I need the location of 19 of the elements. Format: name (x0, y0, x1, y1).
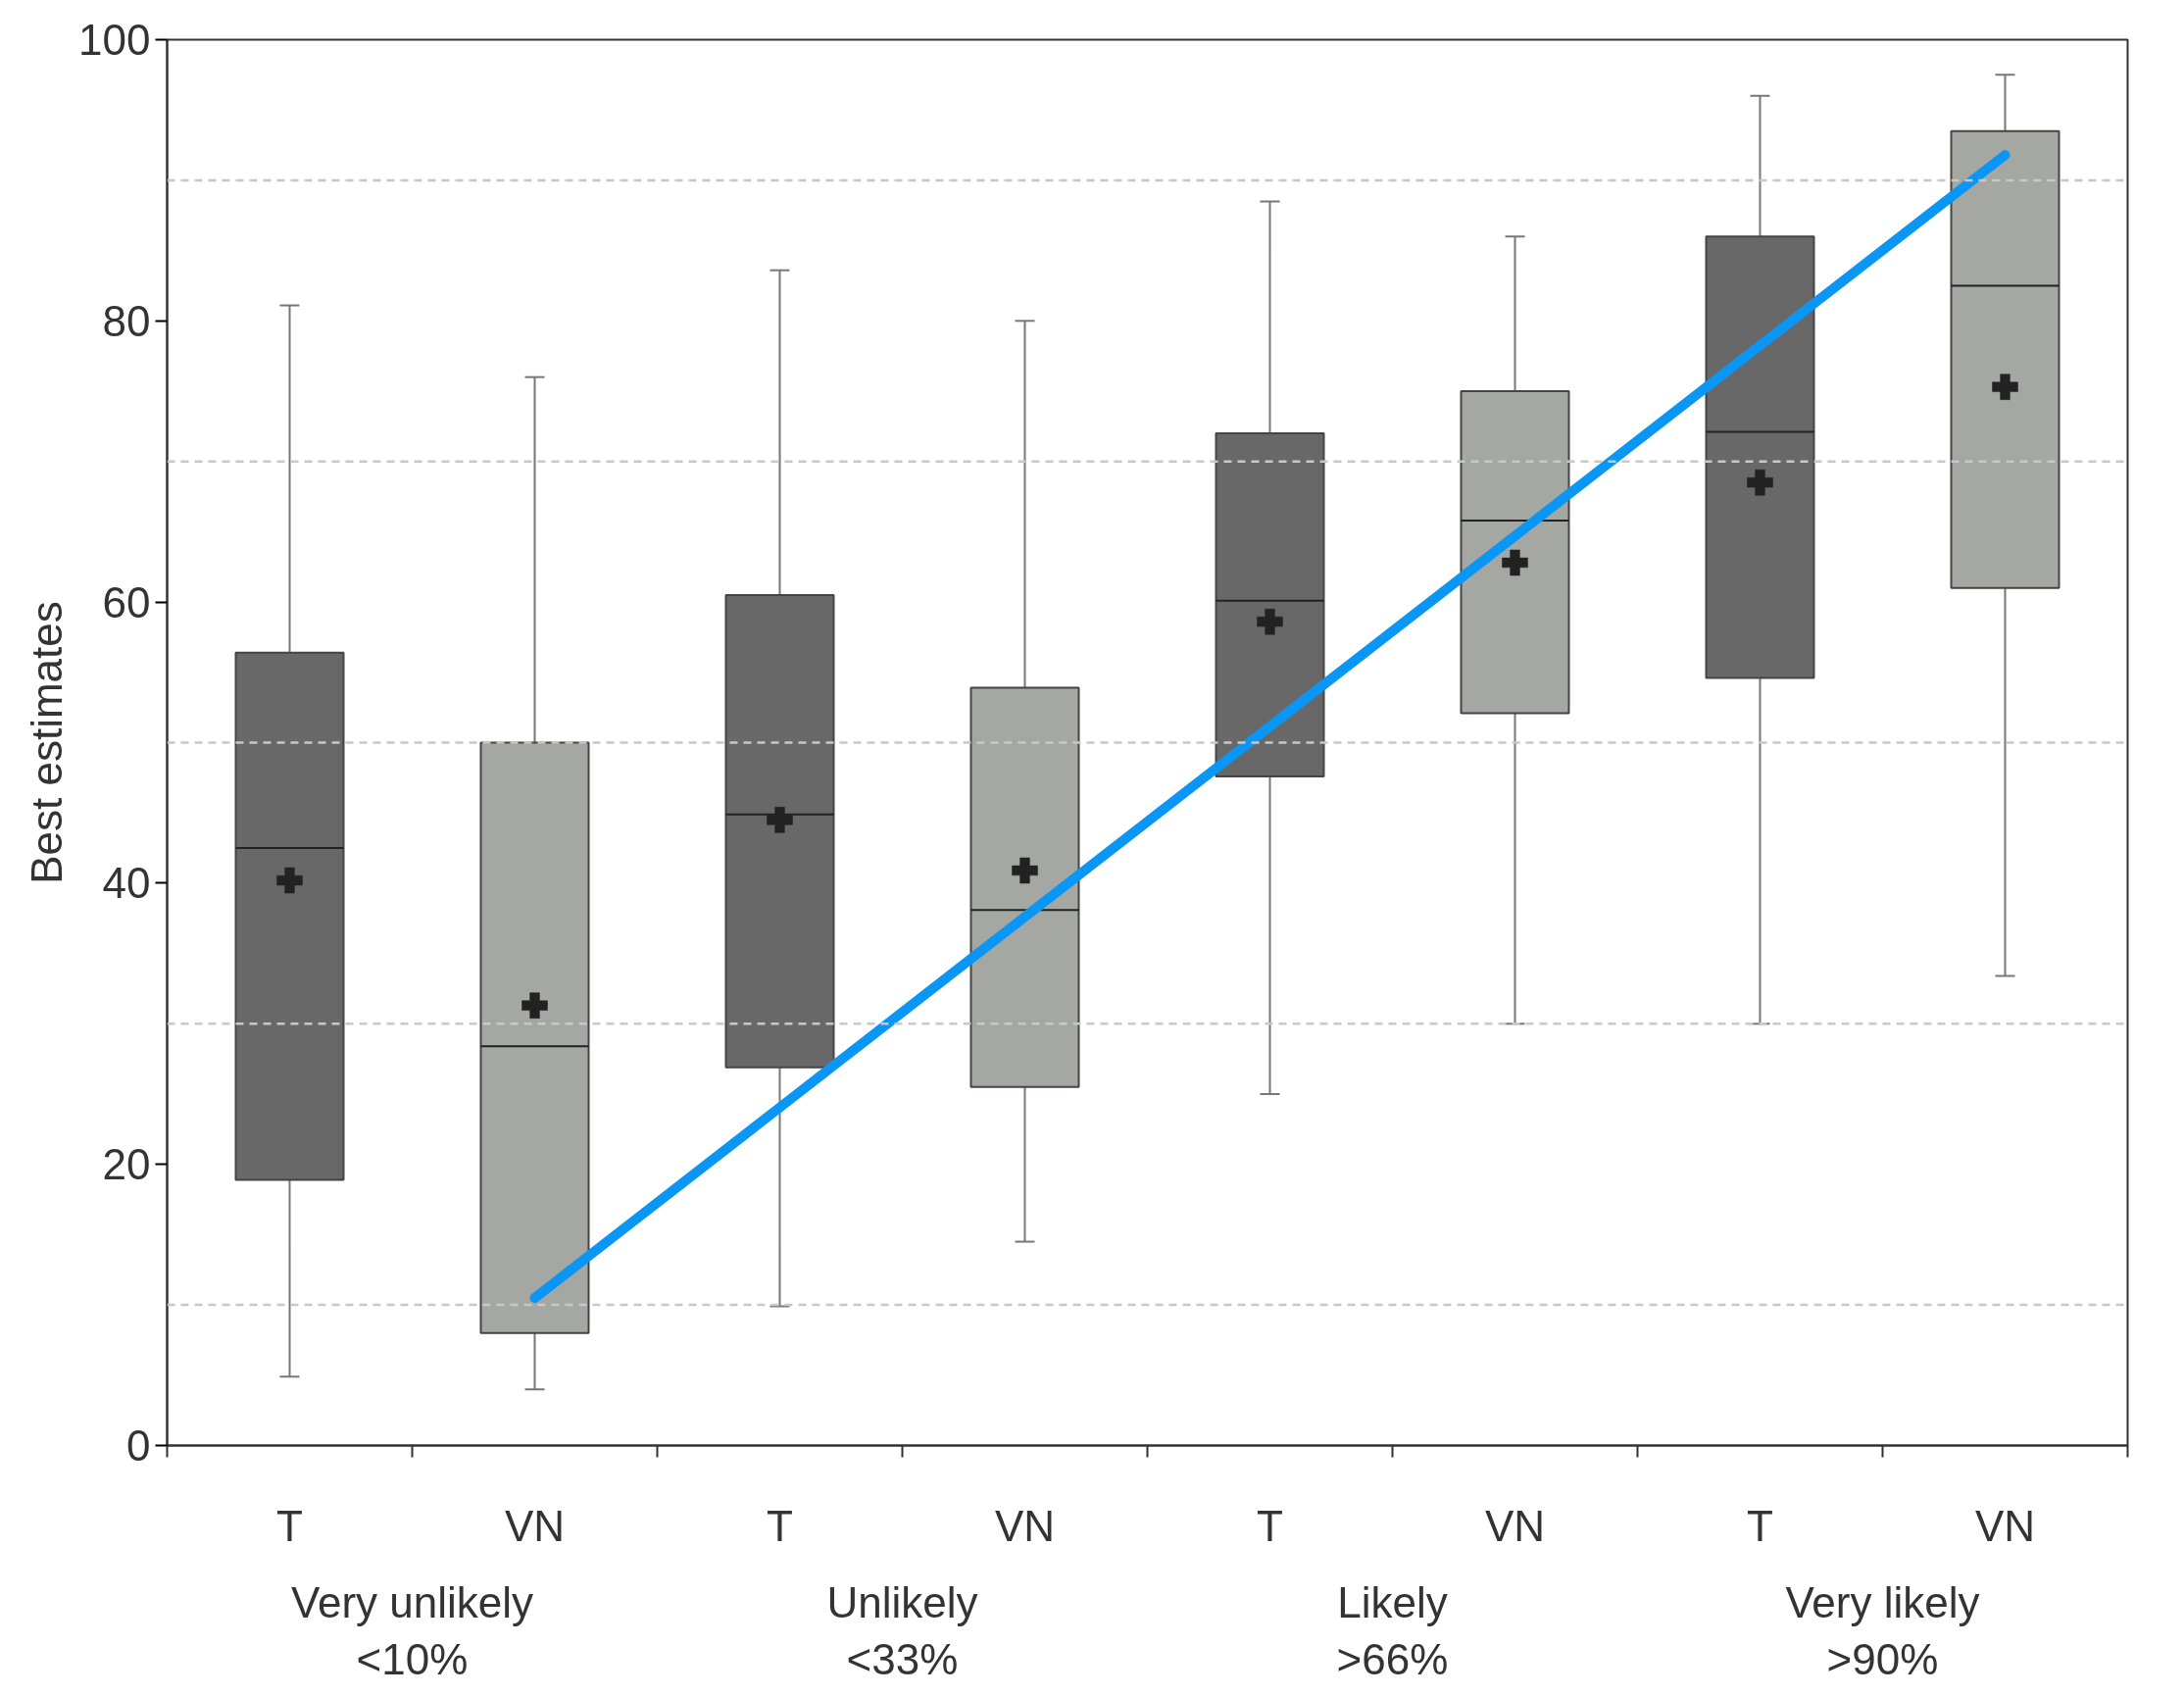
x-tick-label: T (276, 1501, 303, 1550)
x-tick-label: T (767, 1501, 793, 1550)
y-tick-label: 100 (78, 16, 151, 64)
y-tick-label: 20 (102, 1140, 151, 1189)
text: Likely >66% (1336, 1577, 1449, 1684)
x-tick-label: VN (1974, 1501, 2036, 1550)
text: Very likely >90% (1785, 1577, 1980, 1684)
x-tick-label: VN (1484, 1501, 1546, 1550)
y-tick-label: 60 (102, 577, 151, 626)
text: Unlikely <33% (826, 1577, 978, 1684)
y-tick-label: 40 (102, 859, 151, 908)
x-tick-label: T (1747, 1501, 1773, 1550)
y-tick-label: 0 (126, 1422, 151, 1470)
x-tick-label: VN (504, 1501, 566, 1550)
text: Very unlikely <10% (291, 1577, 534, 1684)
y-tick-label: 80 (102, 296, 151, 345)
x-tick-label: T (1257, 1501, 1283, 1550)
x-tick-label: VN (994, 1501, 1056, 1550)
y-axis-title: Best estimates (23, 601, 72, 884)
